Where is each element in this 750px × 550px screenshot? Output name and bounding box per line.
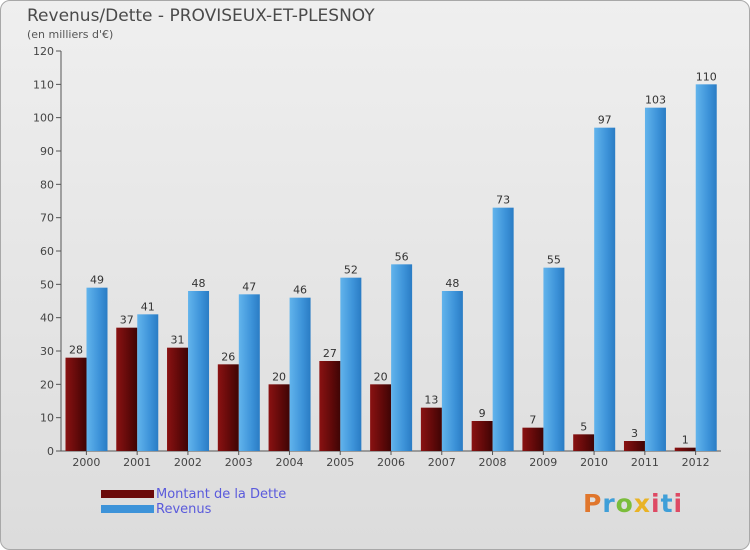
bar-revenus <box>644 107 666 452</box>
data-label-revenus: 48 <box>192 277 206 290</box>
bar-revenus <box>441 291 463 451</box>
y-tick-label: 110 <box>33 78 54 91</box>
legend-label-revenus: Revenus <box>156 502 212 517</box>
legend-swatch-dette <box>101 490 154 498</box>
bar-revenus <box>391 264 413 451</box>
data-label-dette: 7 <box>529 414 536 427</box>
data-label-revenus: 56 <box>395 250 409 263</box>
data-label-revenus: 46 <box>293 284 307 297</box>
bar-dette <box>217 364 239 451</box>
y-tick-label: 30 <box>40 345 54 358</box>
data-label-revenus: 110 <box>696 70 717 83</box>
chart-subtitle: (en milliers d'€) <box>27 28 114 41</box>
y-tick-label: 70 <box>40 212 54 225</box>
x-tick-label: 2001 <box>123 456 151 469</box>
bar-revenus <box>289 297 311 451</box>
x-tick-label: 2007 <box>428 456 456 469</box>
x-tick-label: 2010 <box>580 456 608 469</box>
x-tick-label: 2000 <box>72 456 100 469</box>
y-tick-label: 0 <box>47 445 54 458</box>
bar-dette <box>420 407 442 451</box>
bar-revenus <box>594 127 616 452</box>
bar-revenus <box>137 314 159 451</box>
x-tick-label: 2005 <box>326 456 354 469</box>
data-label-dette: 20 <box>272 370 286 383</box>
y-tick-label: 100 <box>33 112 54 125</box>
bar-revenus <box>543 267 565 451</box>
data-label-revenus: 55 <box>547 254 561 267</box>
x-tick-label: 2006 <box>377 456 405 469</box>
data-label-dette: 27 <box>323 347 337 360</box>
y-tick-label: 90 <box>40 145 54 158</box>
data-label-dette: 26 <box>221 350 235 363</box>
data-label-revenus: 52 <box>344 264 358 277</box>
x-tick-label: 2002 <box>174 456 202 469</box>
bar-revenus <box>86 287 108 451</box>
bar-revenus <box>492 207 514 451</box>
legend-swatch-revenus <box>101 505 154 513</box>
y-tick-label: 120 <box>33 45 54 58</box>
y-tick-label: 20 <box>40 378 54 391</box>
y-tick-label: 80 <box>40 178 54 191</box>
proxiti-logo: Proxiti <box>583 489 684 518</box>
y-tick-label: 60 <box>40 245 54 258</box>
bar-revenus <box>340 277 362 451</box>
data-label-dette: 3 <box>631 427 638 440</box>
bar-dette <box>319 361 341 451</box>
y-tick-label: 50 <box>40 278 54 291</box>
data-label-dette: 20 <box>374 370 388 383</box>
bar-dette <box>623 441 645 451</box>
data-label-revenus: 48 <box>445 277 459 290</box>
data-label-dette: 1 <box>682 434 689 447</box>
data-label-revenus: 103 <box>645 94 666 107</box>
bar-dette <box>167 347 189 451</box>
data-label-dette: 13 <box>424 394 438 407</box>
bar-dette <box>370 384 392 451</box>
bar-dette <box>573 434 595 451</box>
data-label-revenus: 73 <box>496 194 510 207</box>
data-label-dette: 28 <box>69 344 83 357</box>
x-tick-label: 2009 <box>529 456 557 469</box>
data-label-dette: 9 <box>479 407 486 420</box>
bar-dette <box>116 327 138 451</box>
bar-revenus <box>238 294 260 451</box>
x-tick-label: 2008 <box>479 456 507 469</box>
bar-dette <box>471 421 493 451</box>
x-tick-label: 2004 <box>275 456 303 469</box>
data-label-dette: 31 <box>171 334 185 347</box>
data-label-revenus: 49 <box>90 274 104 287</box>
chart-title: Revenus/Dette - PROVISEUX-ET-PLESNOY <box>27 6 375 26</box>
legend-label-dette: Montant de la Dette <box>156 487 287 502</box>
data-label-dette: 37 <box>120 314 134 327</box>
x-tick-label: 2011 <box>631 456 659 469</box>
x-tick-label: 2012 <box>682 456 710 469</box>
bar-revenus <box>188 291 210 451</box>
y-tick-label: 10 <box>40 412 54 425</box>
data-label-revenus: 41 <box>141 300 155 313</box>
bar-dette <box>65 357 87 451</box>
bar-dette <box>522 427 544 451</box>
bar-dette <box>674 447 696 451</box>
bar-revenus <box>695 84 717 451</box>
x-tick-label: 2003 <box>225 456 253 469</box>
data-label-dette: 5 <box>580 420 587 433</box>
data-label-revenus: 97 <box>598 114 612 127</box>
y-tick-label: 40 <box>40 312 54 325</box>
data-label-revenus: 47 <box>242 280 256 293</box>
bar-dette <box>268 384 290 451</box>
